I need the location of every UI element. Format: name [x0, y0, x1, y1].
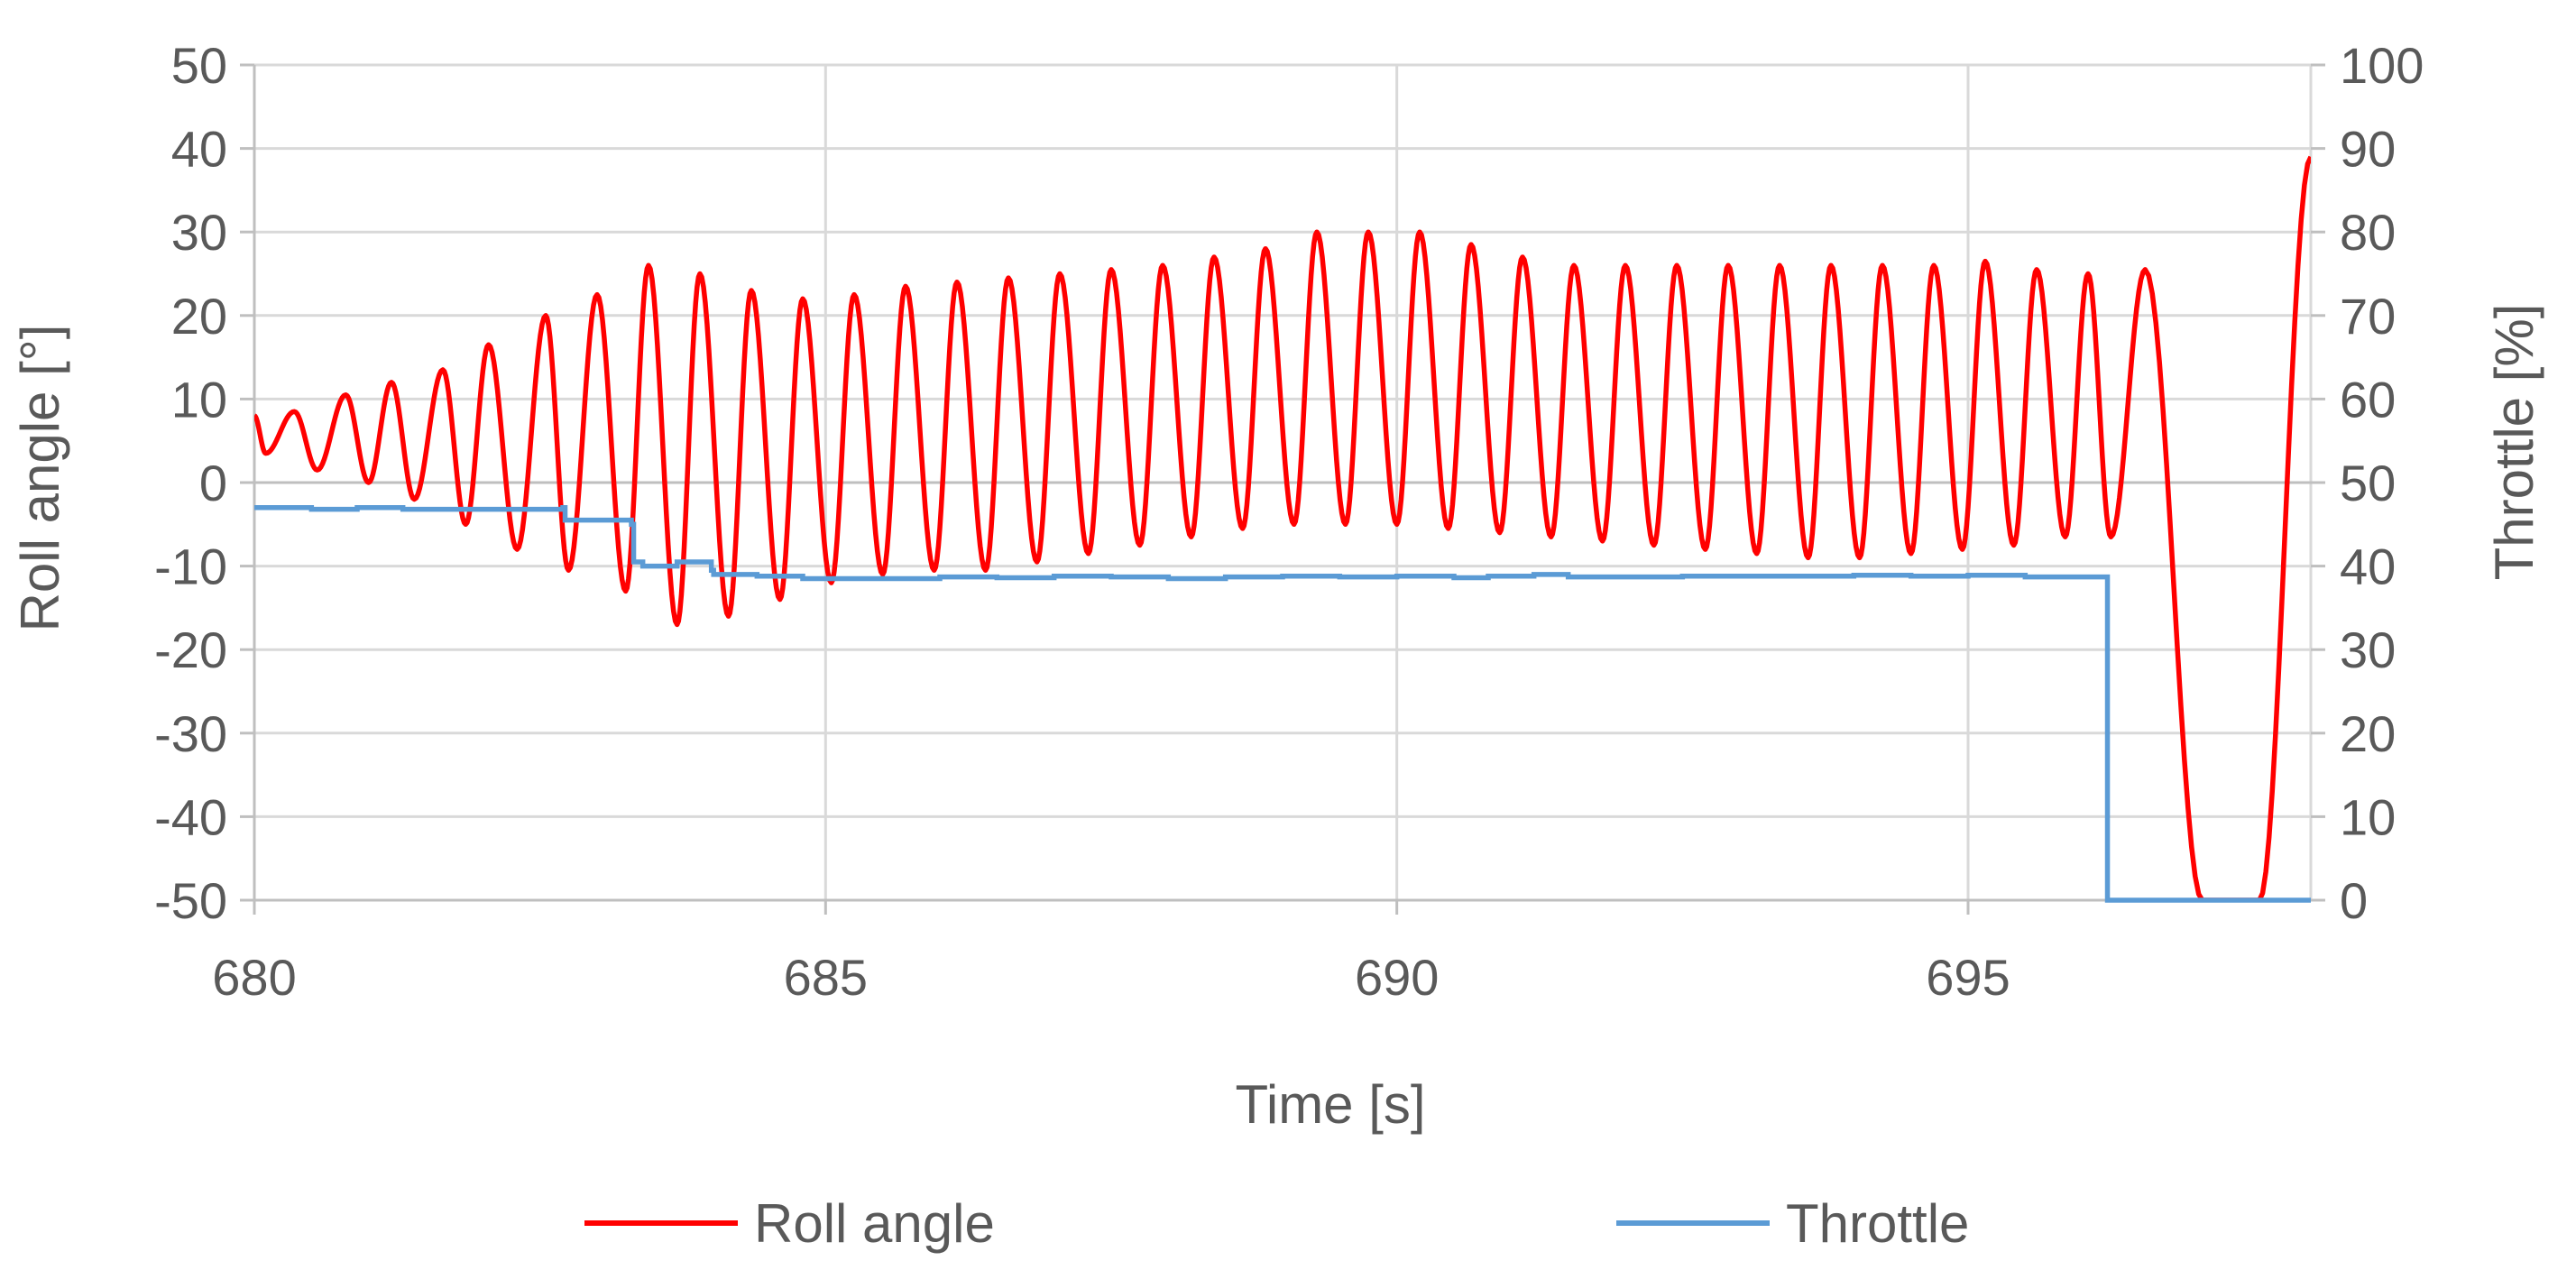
x-axis-title: Time [s]: [1235, 1074, 1425, 1135]
y-tick-label: -30: [154, 705, 227, 762]
y2-tick-label: 50: [2340, 455, 2396, 511]
y-tick-label: 30: [171, 204, 227, 261]
legend: Roll angle Throttle: [584, 1193, 1969, 1254]
y2-tick-label: 60: [2340, 371, 2396, 428]
y-axis-title: Roll angle [°]: [10, 325, 70, 632]
y-tick-label: -20: [154, 621, 227, 678]
y-tick-label: 20: [171, 288, 227, 345]
y-tick-label: -40: [154, 788, 227, 845]
y2-axis-title: Throttle [%]: [2484, 304, 2544, 581]
x-tick-label: 685: [784, 949, 868, 1006]
y2-tick-label: 0: [2340, 872, 2368, 929]
y2-tick-label: 70: [2340, 288, 2396, 345]
x-tick-label: 690: [1355, 949, 1439, 1006]
left-axis-ticks: 50 40 30 20 10 0 -10 -20 -30 -40 -50: [154, 37, 227, 929]
plot-area: [254, 155, 2311, 903]
y2-tick-label: 80: [2340, 204, 2396, 261]
x-tick-label: 695: [1926, 949, 2010, 1006]
series-throttle-line: [254, 505, 2311, 903]
y2-tick-label: 40: [2340, 538, 2396, 595]
legend-label-throttle: Throttle: [1786, 1193, 1969, 1254]
y-tick-label: -10: [154, 538, 227, 595]
y-tick-label: 50: [171, 37, 227, 94]
y-tick-label: 10: [171, 371, 227, 428]
y2-tick-label: 10: [2340, 788, 2396, 845]
x-tick-label: 680: [212, 949, 296, 1006]
y-tick-label: -50: [154, 872, 227, 929]
y2-tick-label: 90: [2340, 121, 2396, 178]
series-roll-angle-line: [254, 155, 2311, 900]
y2-tick-label: 20: [2340, 705, 2396, 762]
legend-label-roll-angle: Roll angle: [754, 1193, 995, 1254]
y2-tick-label: 100: [2340, 37, 2424, 94]
x-axis-ticks: 680 685 690 695: [212, 949, 2010, 1006]
y-tick-label: 0: [199, 455, 227, 511]
y2-tick-label: 30: [2340, 621, 2396, 678]
y-tick-label: 40: [171, 121, 227, 178]
